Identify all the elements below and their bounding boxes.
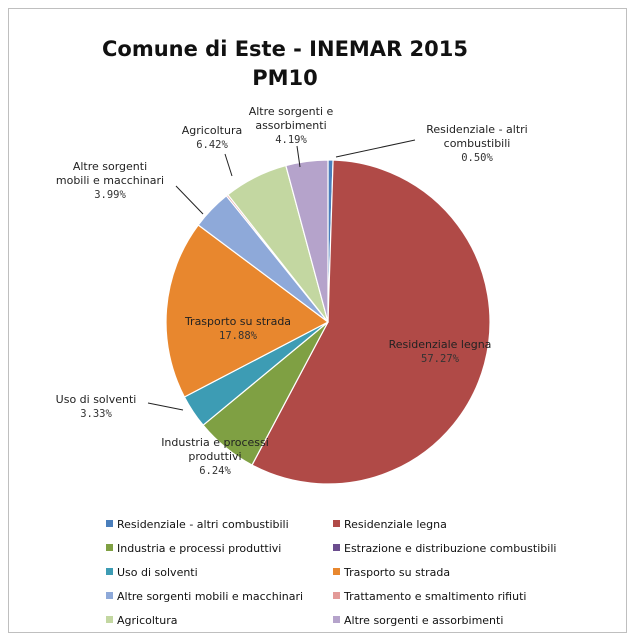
data-value-residenziale-legna: 57.27% <box>421 353 460 365</box>
legend-swatch-estrazione-e-distribuzione-combustibili <box>333 544 340 551</box>
data-value-altre-sorgenti-e-assorbimenti: 4.19% <box>275 134 307 146</box>
pie-slices <box>165 159 491 485</box>
data-value-agricoltura: 6.42% <box>196 139 228 151</box>
data-value-industria-e-processi-produttivi: 6.24% <box>199 465 231 477</box>
data-label-industria-e-processi-produttivi-line1: Industria e processi <box>161 436 269 449</box>
legend-swatch-agricoltura <box>106 616 113 623</box>
chart-title-line1: Comune di Este - INEMAR 2015 <box>102 37 468 61</box>
data-label-altre-sorgenti-mobili-e-macchinari-line2: mobili e macchinari <box>56 174 164 187</box>
legend-label-altre-sorgenti-mobili-e-macchinari: Altre sorgenti mobili e macchinari <box>117 590 303 603</box>
leader-line-residenziale-altri-combustibili <box>335 139 416 158</box>
data-label-residenziale-legna-line1: Residenziale legna <box>389 338 492 351</box>
legend-label-altre-sorgenti-e-assorbimenti: Altre sorgenti e assorbimenti <box>344 614 503 627</box>
legend-swatch-trattamento-e-smaltimento-rifiuti <box>333 592 340 599</box>
data-label-altre-sorgenti-e-assorbimenti-line2: assorbimenti <box>255 119 326 132</box>
legend-swatch-industria-e-processi-produttivi <box>106 544 113 551</box>
data-value-altre-sorgenti-mobili-e-macchinari: 3.99% <box>94 189 126 201</box>
legend-swatch-altre-sorgenti-e-assorbimenti <box>333 616 340 623</box>
data-label-altre-sorgenti-mobili-e-macchinari-line1: Altre sorgenti <box>73 160 147 173</box>
legend-swatch-residenziale-legna <box>333 520 340 527</box>
leader-line-agricoltura <box>224 153 233 177</box>
data-value-residenziale-altri-combustibili: 0.50% <box>461 152 493 164</box>
legend-swatch-residenziale-altri-combustibili <box>106 520 113 527</box>
legend-label-residenziale-altri-combustibili: Residenziale - altri combustibili <box>117 518 289 531</box>
legend-swatch-altre-sorgenti-mobili-e-macchinari <box>106 592 113 599</box>
legend: Residenziale - altri combustibili Residen… <box>106 518 556 627</box>
slice-trasporto-su-strada <box>165 224 330 398</box>
leader-line-uso-di-solventi <box>147 402 184 411</box>
legend-label-estrazione-e-distribuzione-combustibili: Estrazione e distribuzione combustibili <box>344 542 556 555</box>
legend-label-trattamento-e-smaltimento-rifiuti: Trattamento e smaltimento rifiuti <box>343 590 526 603</box>
data-label-industria-e-processi-produttivi-line2: produttivi <box>188 450 241 463</box>
legend-label-uso-di-solventi: Uso di solventi <box>117 566 198 579</box>
slice-residenziale-legna <box>251 159 491 485</box>
data-value-uso-di-solventi: 3.33% <box>80 408 112 420</box>
leader-line-altre-sorgenti-mobili-e-macchinari <box>175 185 204 215</box>
legend-label-industria-e-processi-produttivi: Industria e processi produttivi <box>117 542 281 555</box>
legend-label-agricoltura: Agricoltura <box>117 614 177 627</box>
data-label-agricoltura-line1: Agricoltura <box>182 124 242 137</box>
legend-label-trasporto-su-strada: Trasporto su strada <box>343 566 450 579</box>
data-label-residenziale-altri-combustibili-line2: combustibili <box>444 137 511 150</box>
data-label-uso-di-solventi-line1: Uso di solventi <box>56 393 137 406</box>
data-label-altre-sorgenti-e-assorbimenti-line1: Altre sorgenti e <box>249 105 334 118</box>
legend-swatch-trasporto-su-strada <box>333 568 340 575</box>
legend-swatch-uso-di-solventi <box>106 568 113 575</box>
data-label-residenziale-altri-combustibili-line1: Residenziale - altri <box>426 123 527 136</box>
slice-altre-sorgenti-e-assorbimenti <box>285 159 329 323</box>
chart-title-line2: PM10 <box>252 66 318 90</box>
data-label-trasporto-su-strada-line1: Trasporto su strada <box>184 315 291 328</box>
leader-line-altre-sorgenti-e-assorbimenti <box>296 145 301 168</box>
legend-label-residenziale-legna: Residenziale legna <box>344 518 447 531</box>
data-value-trasporto-su-strada: 17.88% <box>219 330 258 342</box>
leader-lines <box>147 139 416 411</box>
